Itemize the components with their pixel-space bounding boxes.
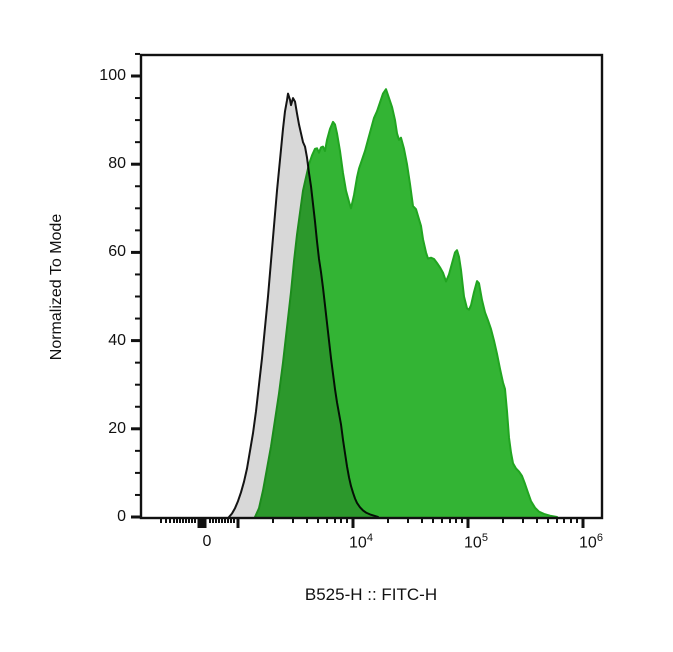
x-axis-title: B525-H :: FITC-H	[304, 585, 438, 604]
x-tick-label: 0	[202, 533, 212, 550]
plot-frame	[139, 53, 604, 520]
green-sample-histogram	[254, 88, 558, 518]
x-tick-label: 104	[349, 532, 373, 552]
histogram-series-layer	[228, 88, 558, 518]
y-tick-label: 0	[117, 508, 126, 525]
y-tick-label: 100	[99, 67, 126, 84]
x-tick-label: 105	[464, 532, 488, 552]
axis-ticks	[131, 52, 585, 528]
y-axis-title: Normalized To Mode	[48, 213, 65, 361]
y-tick-label: 40	[108, 331, 126, 349]
y-tick-label: 60	[108, 243, 126, 261]
y-tick-label: 20	[108, 419, 126, 437]
x-zero-wide-tick	[197, 518, 207, 528]
x-tick-label: 106	[579, 532, 603, 552]
y-tick-label: 80	[108, 155, 126, 173]
